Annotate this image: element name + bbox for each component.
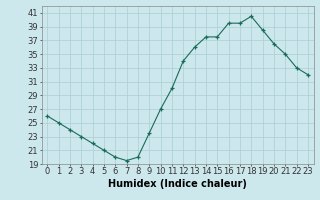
X-axis label: Humidex (Indice chaleur): Humidex (Indice chaleur): [108, 179, 247, 189]
